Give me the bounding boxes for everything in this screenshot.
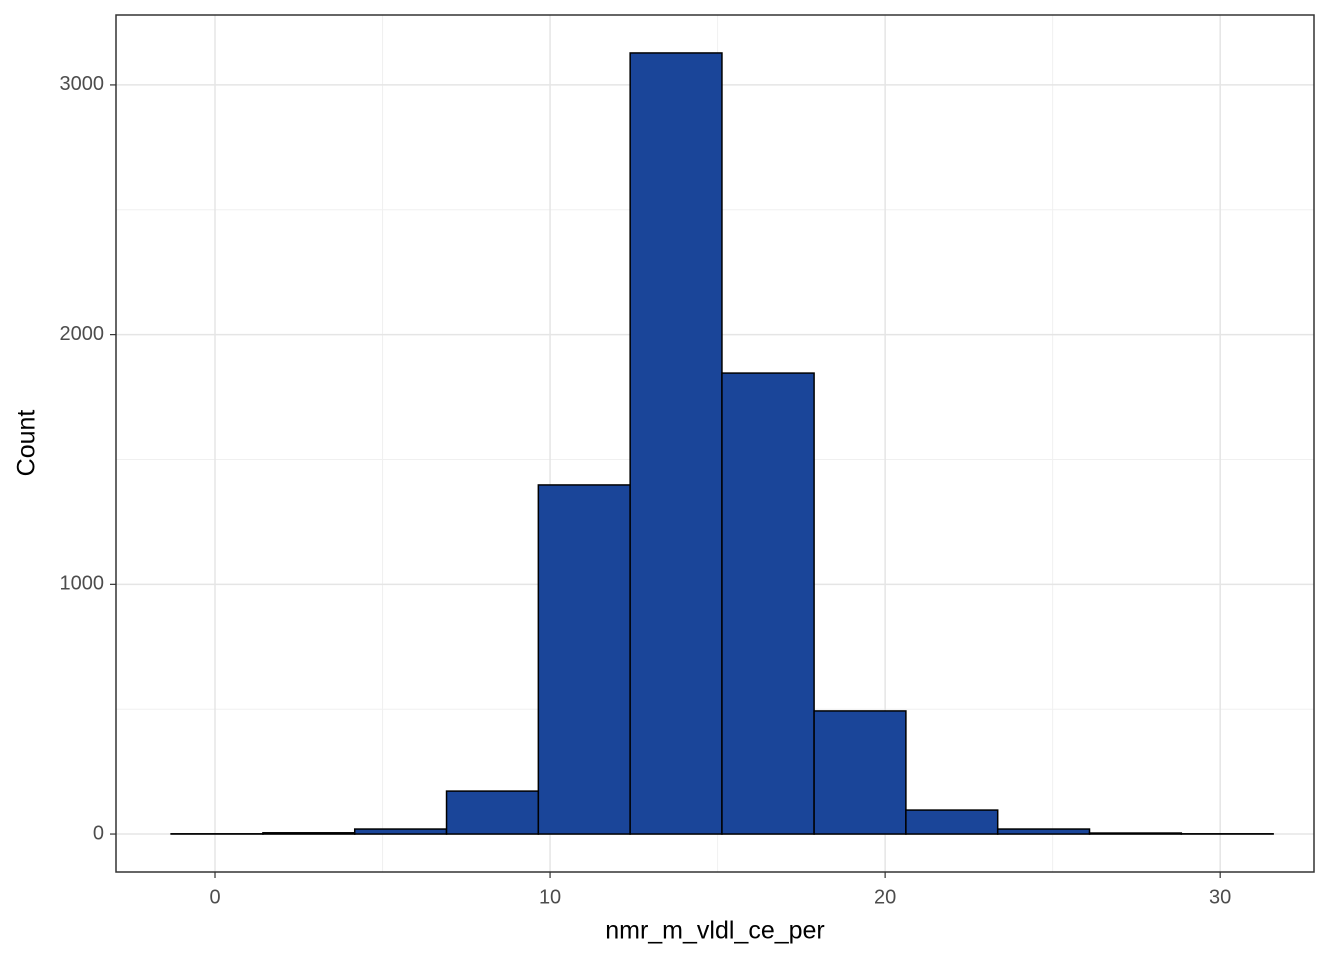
histogram-bar	[262, 832, 356, 835]
histogram-bar	[813, 710, 907, 835]
histogram-bar	[721, 372, 815, 835]
histogram-bar	[445, 790, 540, 835]
histogram-bar	[905, 809, 999, 835]
histogram-bar	[629, 52, 723, 835]
y-tick-label: 0	[93, 822, 104, 844]
x-tick-label: 0	[209, 886, 220, 908]
histogram-bar	[1088, 832, 1183, 835]
x-tick-label: 20	[874, 886, 896, 908]
x-tick-label: 30	[1209, 886, 1231, 908]
histogram-bar	[353, 828, 448, 835]
x-axis-title: nmr_m_vldl_ce_per	[605, 917, 825, 945]
y-tick-label: 2000	[60, 323, 105, 345]
histogram-bar	[537, 484, 631, 835]
plot-area: 0 10 20 30 0 1000 2000 3000	[60, 14, 1315, 908]
y-tick-label: 1000	[60, 573, 105, 595]
y-tick-label: 3000	[60, 73, 105, 95]
panel-border	[115, 14, 1315, 873]
x-tick-label: 10	[539, 886, 561, 908]
y-axis-title: Count	[13, 410, 41, 477]
histogram-bar	[996, 828, 1091, 835]
